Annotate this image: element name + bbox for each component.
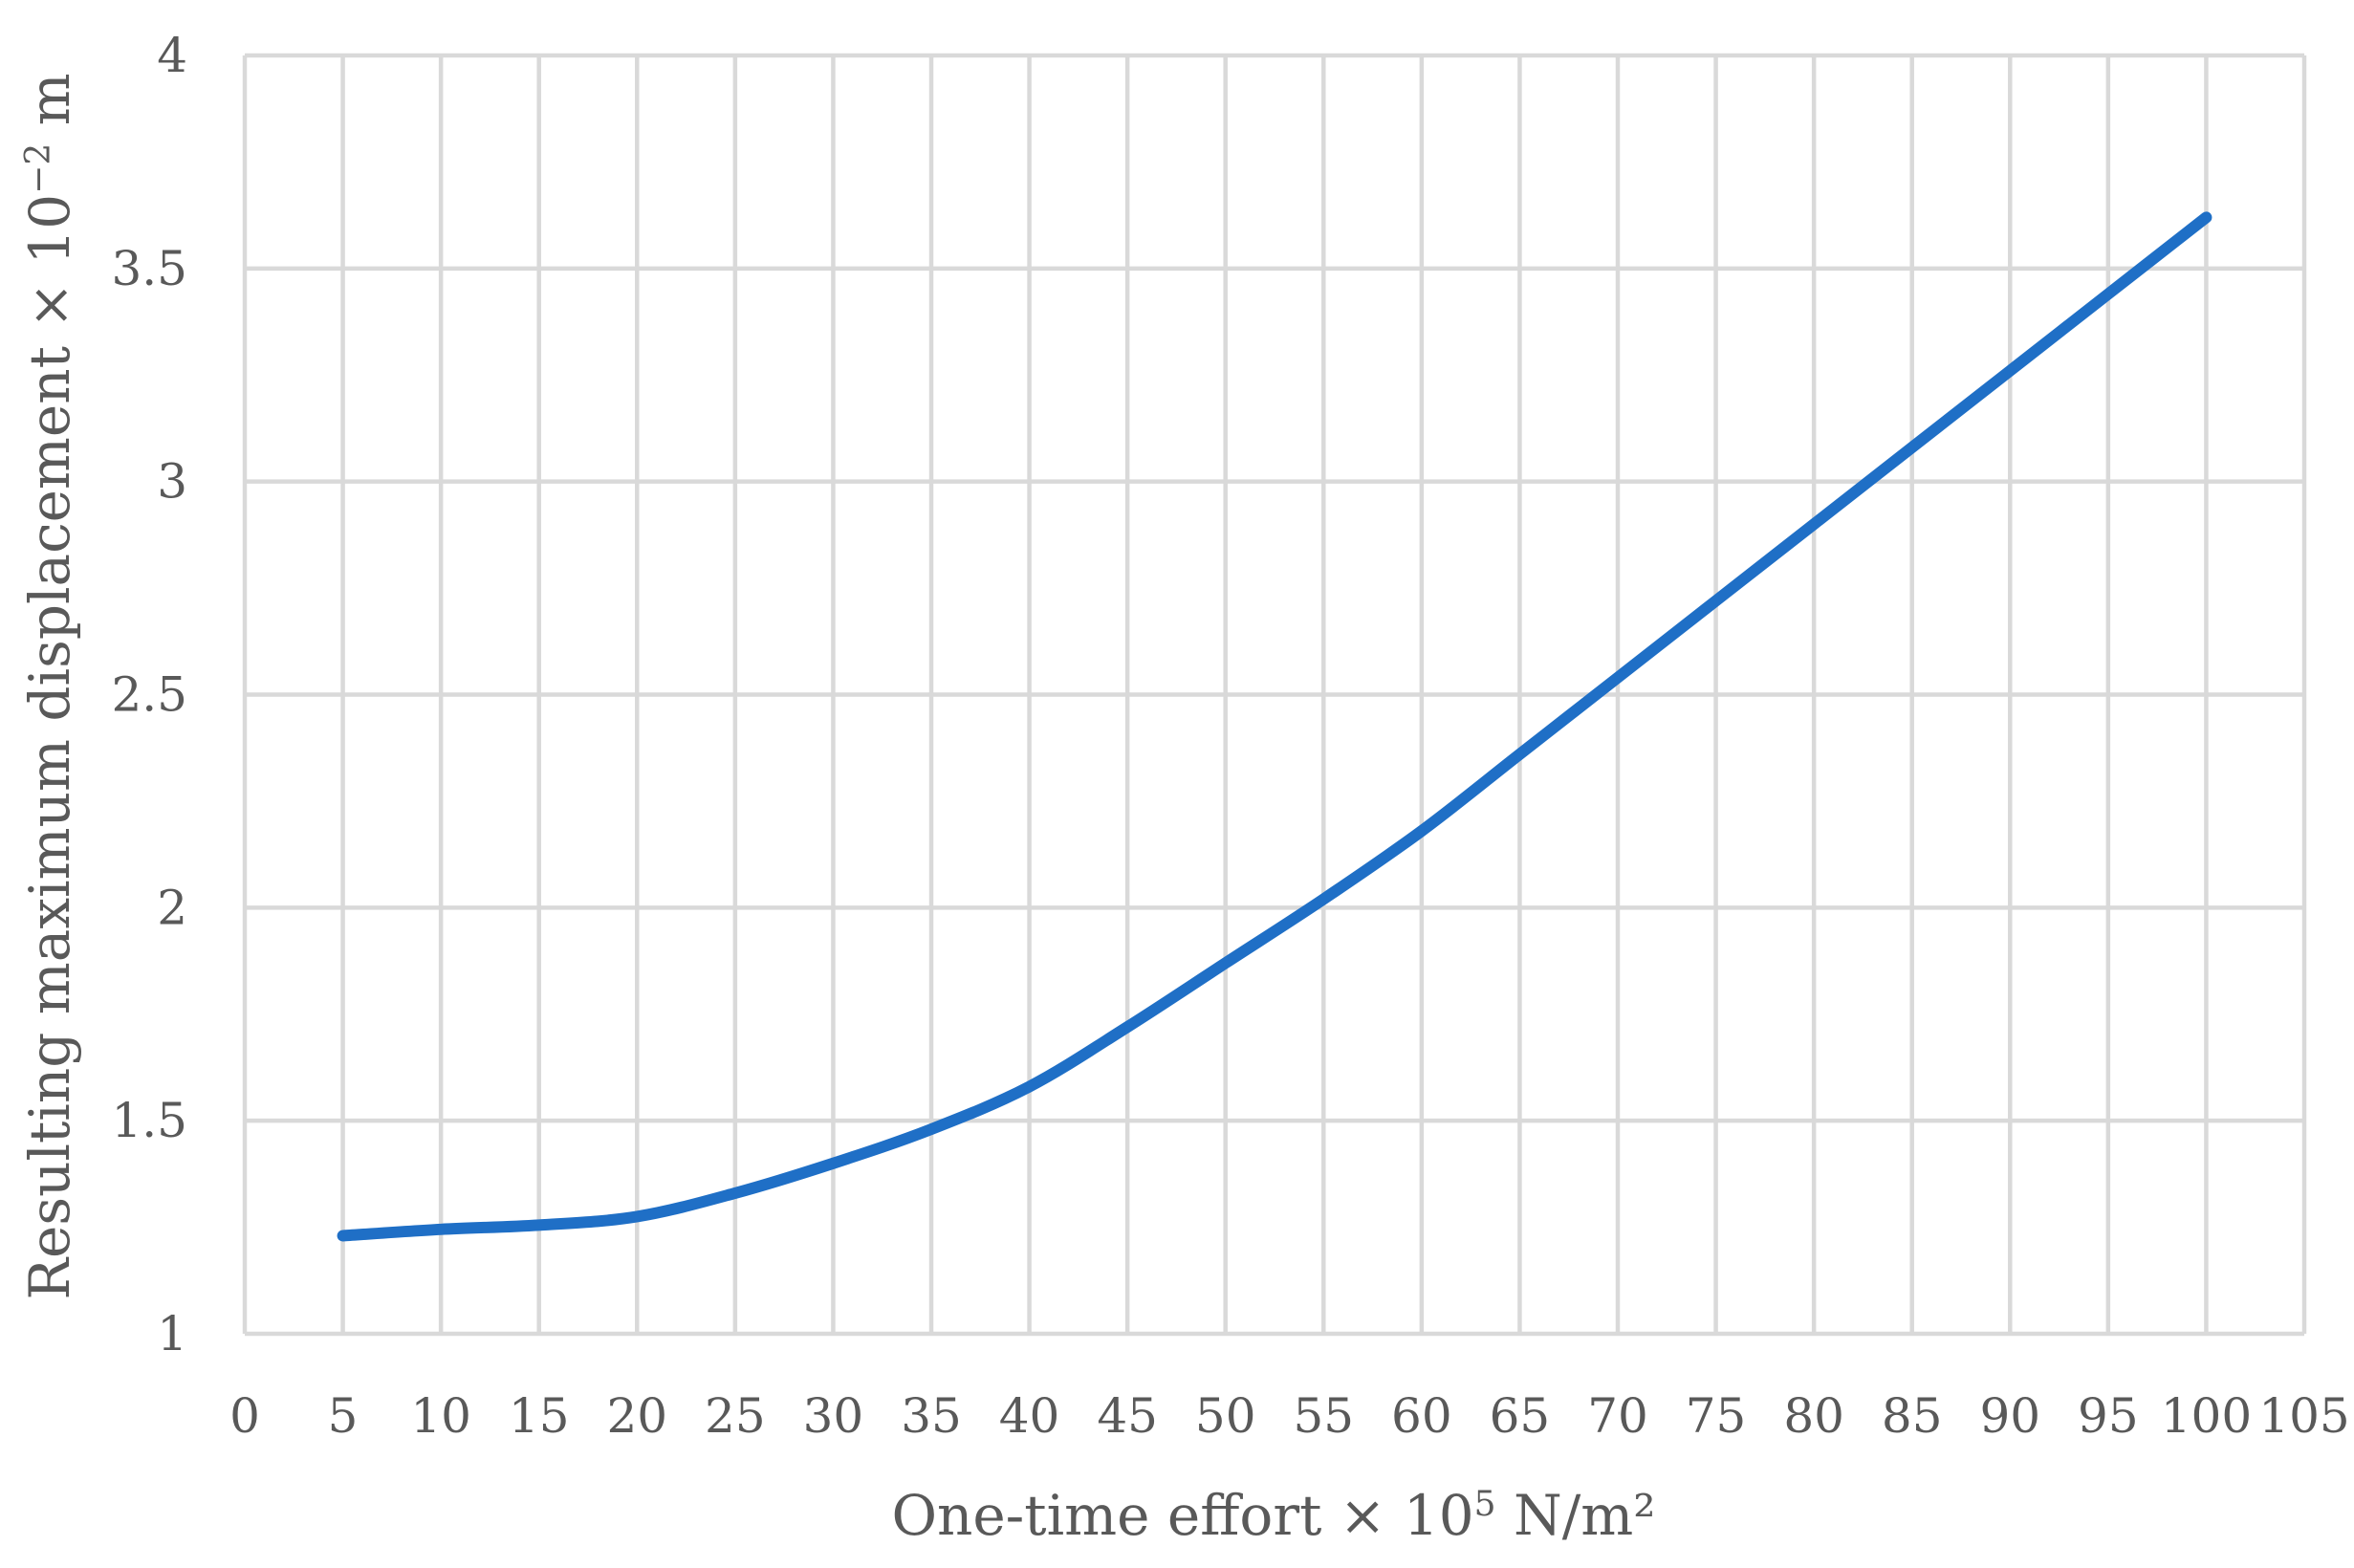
data-point [2010,370,2011,371]
x-tick-label: 105 [2258,1388,2349,1444]
data-point [637,1216,638,1217]
x-tick-label: 10 [410,1388,471,1444]
x-tick-label: 60 [1391,1388,1452,1444]
x-tick-label: 20 [606,1388,667,1444]
x-tick-label: 70 [1587,1388,1648,1444]
data-point [538,1225,539,1226]
y-tick-label: 1 [157,1306,187,1361]
y-tick-label: 2.5 [111,667,187,723]
y-tick-label: 3.5 [111,241,187,296]
series-line [337,211,2212,1242]
x-tick-label: 30 [803,1388,864,1444]
x-tick-label: 15 [509,1388,570,1444]
y-axis-title: Resulting maximum displacement × 10−2 m [17,73,82,1299]
x-tick-label: 95 [2078,1388,2139,1444]
x-tick-label: 80 [1783,1388,1844,1444]
y-tick-label: 2 [157,880,187,935]
x-tick-label: 75 [1686,1388,1747,1444]
data-point [1029,1086,1030,1087]
data-point [1618,677,1619,678]
data-point [1127,1027,1128,1028]
data-point [1911,447,1912,448]
data-point [734,1192,735,1193]
y-tick-label: 4 [157,28,187,83]
x-tick-label: 90 [1979,1388,2040,1444]
y-tick-labels: 1 1.5 2 2.5 3 3.5 4 [111,28,187,1361]
x-tick-label: 5 [328,1388,359,1444]
series-layer [337,211,2212,1242]
x-tick-label: 40 [999,1388,1060,1444]
data-point [1225,963,1226,964]
data-point [1814,524,1815,525]
x-tick-label: 35 [901,1388,962,1444]
data-point [342,1235,343,1236]
x-tick-label: 65 [1490,1388,1551,1444]
data-point [1519,753,1520,754]
data-point [1715,600,1716,601]
x-tick-labels: 0 5 10 15 20 25 30 35 40 45 50 55 60 65 70 75 80 85 90 95 10… [229,1388,2350,1444]
x-tick-label: 0 [229,1388,260,1444]
data-point [1323,899,1324,900]
x-tick-label: 25 [705,1388,766,1444]
data-point [2206,217,2207,218]
y-tick-label: 1.5 [111,1093,187,1148]
x-tick-label: 50 [1195,1388,1256,1444]
data-point [1421,831,1422,832]
x-tick-label: 55 [1293,1388,1354,1444]
horizontal-gridlines [245,53,2304,1337]
x-tick-label: 45 [1097,1388,1158,1444]
data-point [833,1163,834,1164]
x-tick-label: 85 [1882,1388,1943,1444]
x-tick-label: 100 [2161,1388,2252,1444]
data-point [931,1129,932,1130]
x-axis-title: One-time effort × 105 N/m² [891,1483,1655,1548]
data-point [441,1229,442,1230]
y-tick-label: 3 [157,454,187,510]
